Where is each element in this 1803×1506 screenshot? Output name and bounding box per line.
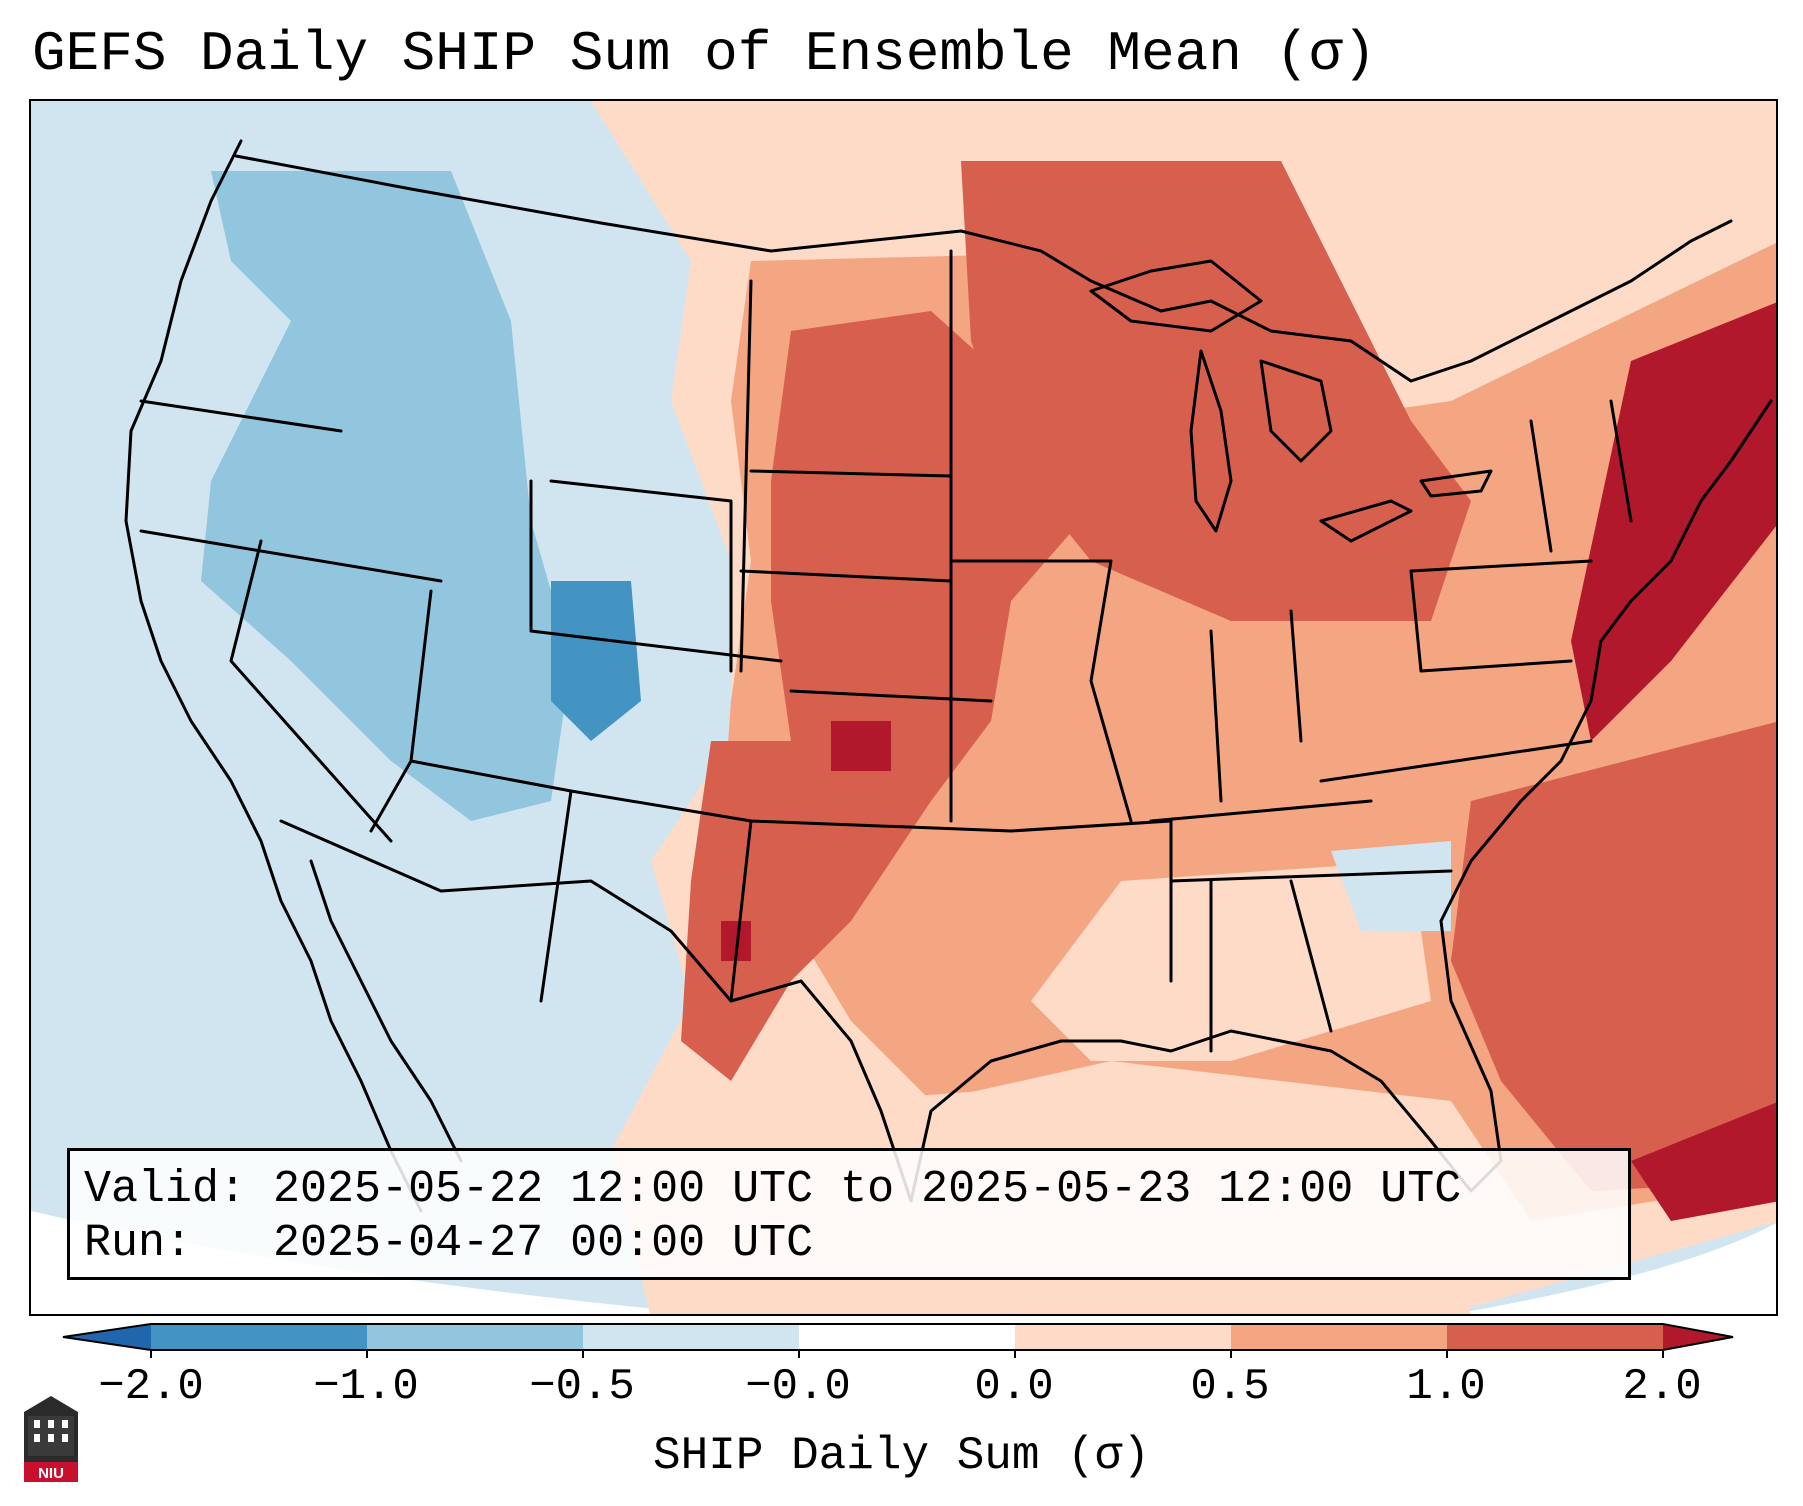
page-title: GEFS Daily SHIP Sum of Ensemble Mean (σ) [32,22,1377,86]
state-border [1209,629,1223,803]
lake-erie [1319,499,1413,543]
state-border [739,569,953,583]
colorbar-segment [1015,1324,1232,1350]
fill-atlantic-strong [1451,722,1776,1191]
colorbar [62,1323,1734,1358]
state-border [1009,819,1173,983]
run-label: Run: [84,1218,193,1269]
state-border [1409,559,1593,573]
projection-edge-left [31,1211,708,1314]
east-coast [1439,399,1773,923]
colorbar-segment [1447,1324,1664,1350]
state-border [949,559,1133,823]
state-border [1289,879,1333,1033]
west-coast [124,139,423,1213]
fill-caribbean-strong [1631,1102,1776,1221]
colorbar-tick: −0.5 [529,1362,635,1412]
colorbar-segment [583,1324,800,1350]
niu-logo-text: NIU [38,1465,64,1482]
map-panel [29,99,1778,1316]
colorbar-segment [151,1324,368,1350]
colorbar-label: SHIP Daily Sum (σ) [653,1430,1150,1482]
state-border [1289,609,1303,743]
state-border [739,279,753,673]
projection-edge-right [1454,1223,1776,1314]
state-border [549,479,733,673]
colorbar-tick: −0.0 [745,1362,851,1412]
fill-midwest-strong [961,161,1471,621]
state-border [539,789,573,1003]
state-border [1609,399,1633,523]
state-border [749,819,1013,833]
state-border [139,399,343,433]
baja-coast [309,859,463,1163]
fill-sc-neutral [1331,841,1451,931]
state-border [1529,419,1553,553]
colorbar-extend-high [1663,1324,1733,1350]
fill-northeast-strong [1571,302,1776,741]
state-border [1149,799,1373,823]
colorbar-tick: 0.0 [974,1362,1054,1412]
lake-ontario [1419,469,1493,498]
lake-huron [1259,359,1333,463]
state-border [139,529,443,583]
fill-west-negative [201,171,571,821]
state-border [1319,739,1593,783]
colorbar-tick: −2.0 [98,1362,204,1412]
run-time: 2025-04-27 00:00 UTC [273,1218,814,1269]
gulf-coast [909,919,1503,1203]
state-border [529,479,783,663]
colorbar-tick: −1.0 [313,1362,419,1412]
colorbar-segment [1231,1324,1448,1350]
colorbar-tick: 1.0 [1406,1362,1486,1412]
colorbar-tick: 0.5 [1190,1362,1270,1412]
state-border [1169,869,1453,883]
fill-colorado-negative [551,581,641,741]
run-info-box: Valid: 2025-05-22 12:00 UTC to 2025-05-2… [67,1148,1631,1280]
lake-michigan [1189,349,1233,533]
colorbar-extend-low [63,1324,151,1350]
state-border [229,539,393,843]
fill-southeast-light [1031,861,1431,1061]
lake-superior [1089,259,1263,333]
niu-logo: NIU [24,1396,78,1482]
us-canada-border [234,154,1733,383]
colorbar-segment [799,1324,1016,1350]
state-border [789,689,993,703]
fill-ok-dark [831,721,891,771]
map-canvas [31,101,1776,1314]
colorbar-segment [367,1324,584,1350]
valid-time: 2025-05-22 12:00 UTC to 2025-05-23 12:00… [273,1164,1462,1215]
state-border [409,759,573,793]
map-lines [124,139,1773,1213]
fill-tx-dark [721,921,751,961]
colorbar-tick: 2.0 [1622,1362,1702,1412]
state-border [1409,569,1573,673]
valid-label: Valid: [84,1164,247,1215]
state-border [749,469,953,478]
